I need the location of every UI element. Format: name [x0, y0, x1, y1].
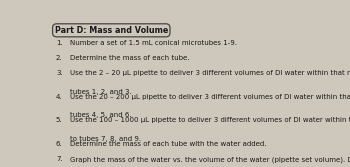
Text: 5.: 5.: [56, 117, 63, 123]
Text: Determine the mass of each tube.: Determine the mass of each tube.: [70, 55, 189, 61]
Text: 7.: 7.: [56, 156, 63, 162]
Text: Use the 2 – 20 μL pipette to deliver 3 different volumes of DI water within that: Use the 2 – 20 μL pipette to deliver 3 d…: [70, 70, 350, 76]
Text: tubes 1, 2, and 3.: tubes 1, 2, and 3.: [70, 89, 131, 95]
Text: 4.: 4.: [56, 94, 63, 100]
Text: 2.: 2.: [56, 55, 63, 61]
Text: Part D: Mass and Volume: Part D: Mass and Volume: [55, 26, 168, 35]
Text: Number a set of 1.5 mL conical microtubes 1-9.: Number a set of 1.5 mL conical microtube…: [70, 40, 237, 46]
Text: 3.: 3.: [56, 70, 63, 76]
Text: Graph the mass of the water vs. the volume of the water (pipette set volume). De: Graph the mass of the water vs. the volu…: [70, 156, 350, 162]
Text: 1.: 1.: [56, 40, 63, 46]
Text: to tubes 7, 8, and 9.: to tubes 7, 8, and 9.: [70, 136, 141, 142]
Text: tubes 4, 5, and 6.: tubes 4, 5, and 6.: [70, 113, 131, 118]
Text: 6.: 6.: [56, 141, 63, 147]
Text: Use the 100 – 1000 μL pipette to deliver 3 different volumes of DI water within : Use the 100 – 1000 μL pipette to deliver…: [70, 117, 350, 123]
Text: Determine the mass of each tube with the water added.: Determine the mass of each tube with the…: [70, 141, 266, 147]
Text: Use the 20 – 200 μL pipette to deliver 3 different volumes of DI water within th: Use the 20 – 200 μL pipette to deliver 3…: [70, 94, 350, 100]
